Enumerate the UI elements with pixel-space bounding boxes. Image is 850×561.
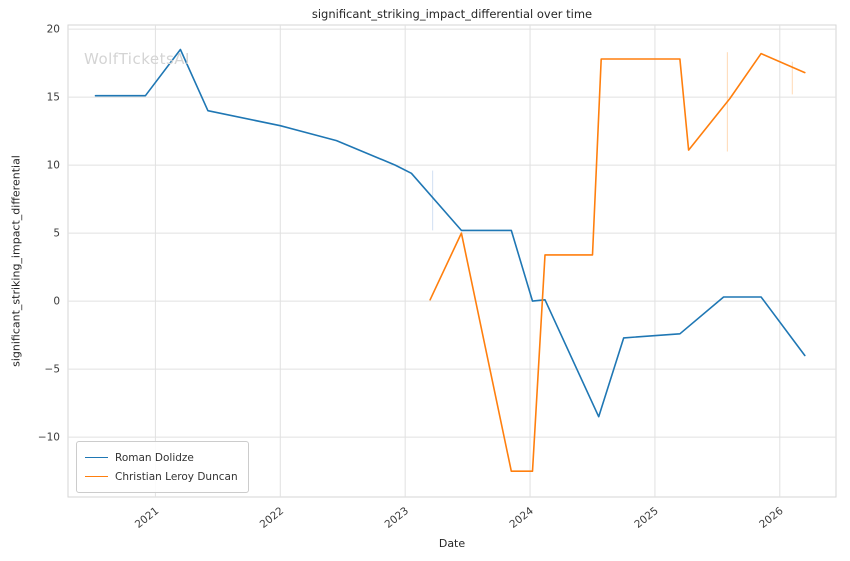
legend-line-swatch-blue	[85, 457, 108, 458]
x-tick-label: 2023	[383, 505, 411, 531]
series-line-christian-leroy-duncan	[429, 52, 806, 473]
x-axis-label: Date	[438, 537, 466, 550]
x-tick-label: 2024	[507, 505, 536, 531]
legend-item-christian-leroy-duncan: Christian Leroy Duncan	[85, 467, 238, 486]
legend: Roman Dolidze Christian Leroy Duncan	[76, 441, 249, 493]
y-tick-label: −10	[38, 432, 60, 444]
legend-item-roman-dolidze: Roman Dolidze	[85, 448, 238, 467]
plot-area	[67, 24, 837, 498]
x-tick-label: 2022	[258, 505, 286, 531]
series-line-roman-dolidze	[94, 48, 806, 418]
x-tick-label: 2026	[757, 505, 786, 531]
y-tick-label: 5	[53, 228, 60, 240]
x-tick-label: 2025	[632, 505, 660, 531]
watermark: WolfTicketsAI	[84, 50, 190, 68]
legend-label: Christian Leroy Duncan	[115, 470, 238, 483]
chart-title: significant_striking_impact_differential…	[311, 7, 593, 21]
y-tick-label: −5	[45, 364, 60, 376]
y-tick-label: 15	[47, 92, 60, 104]
legend-line-swatch-orange	[85, 476, 108, 477]
x-tick-label: 2021	[133, 505, 161, 531]
legend-label: Roman Dolidze	[115, 451, 194, 464]
y-tick-label: 20	[47, 24, 60, 36]
y-tick-label: 10	[47, 160, 60, 172]
y-tick-label: 0	[53, 296, 60, 308]
y-axis-label: significant_striking_impact_differential	[9, 155, 23, 367]
